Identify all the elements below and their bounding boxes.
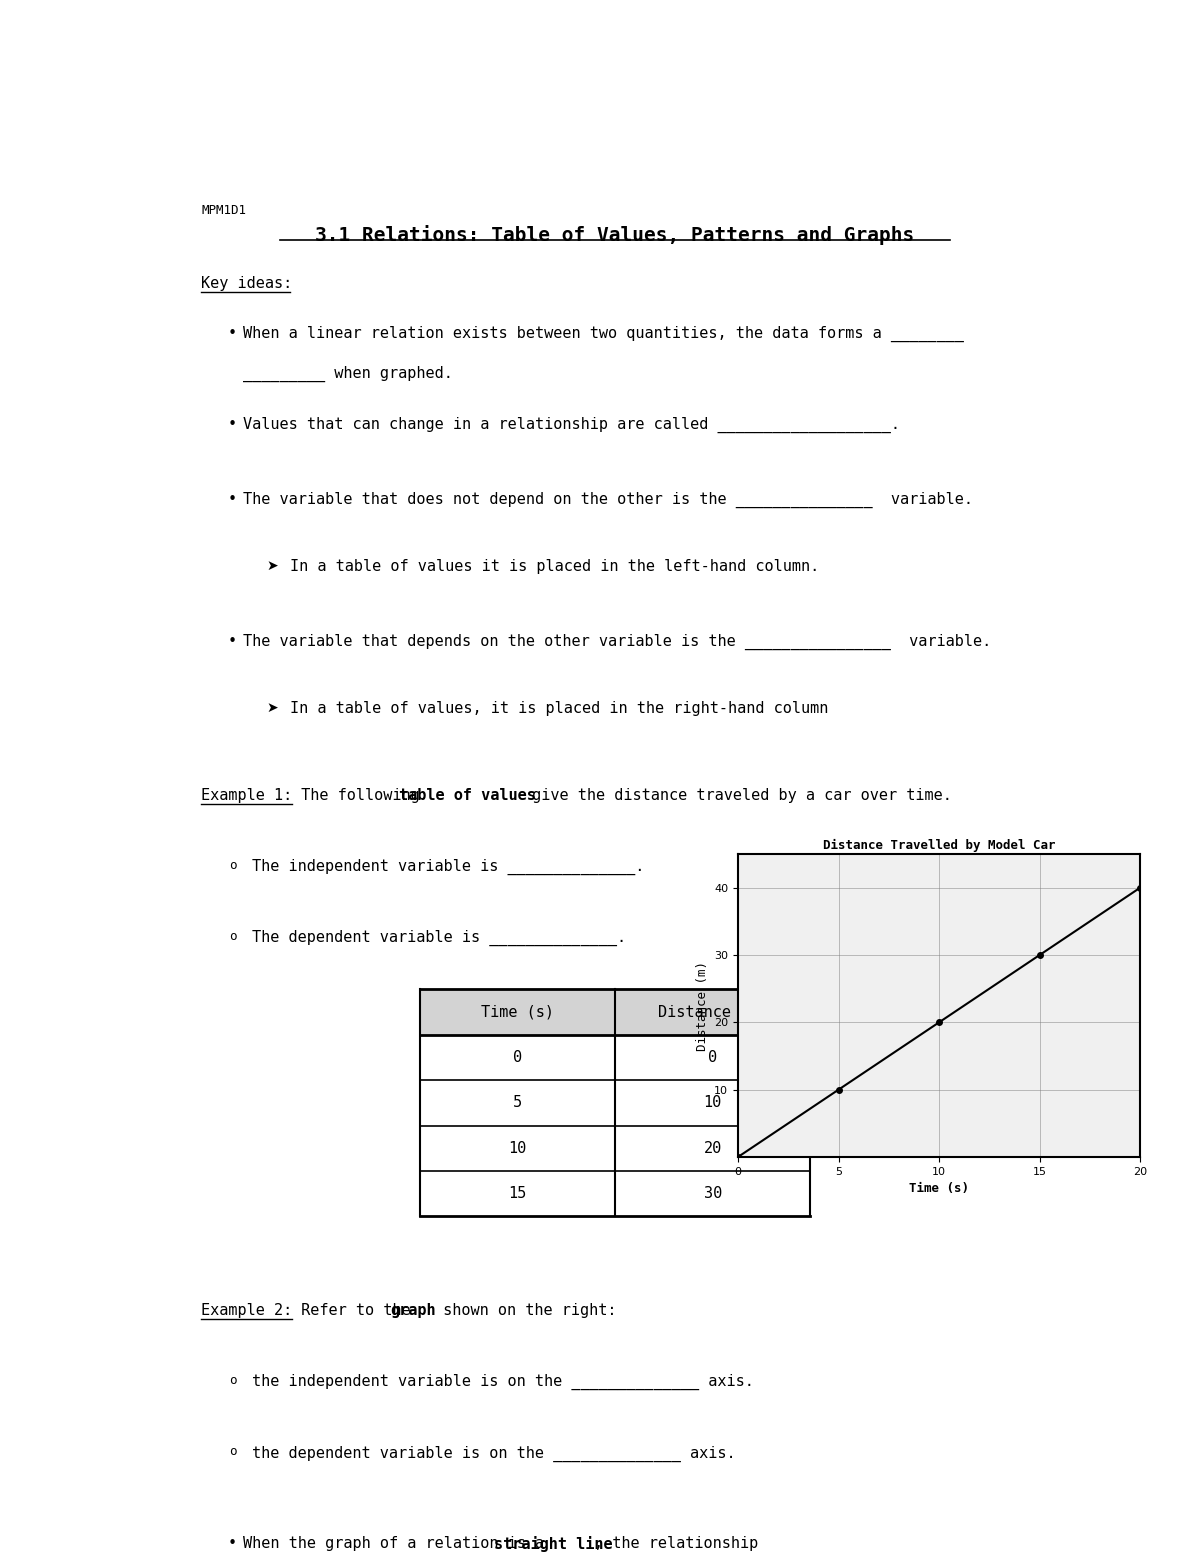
Text: Key ideas:: Key ideas: [202,276,293,290]
Text: •: • [227,634,236,649]
Text: 10: 10 [703,1095,721,1110]
Bar [420,989,810,1034]
Text: 30: 30 [703,1186,721,1200]
Text: •: • [227,492,236,506]
Text: Refer to the: Refer to the [293,1303,420,1318]
Text: straight line: straight line [494,1536,613,1551]
Text: o: o [229,1374,236,1387]
Text: the independent variable is on the ______________ axis.: the independent variable is on the _____… [252,1374,754,1390]
Text: •: • [227,1536,236,1551]
Text: 3.1 Relations: Table of Values, Patterns and Graphs: 3.1 Relations: Table of Values, Patterns… [316,225,914,245]
Text: _________ when graphed.: _________ when graphed. [242,365,452,382]
Text: The following: The following [293,787,430,803]
Text: The variable that depends on the other variable is the ________________  variabl: The variable that depends on the other v… [242,634,991,651]
Text: 20: 20 [703,1141,721,1155]
Text: the dependent variable is on the ______________ axis.: the dependent variable is on the _______… [252,1446,736,1461]
Text: In a table of values, it is placed in the right-hand column: In a table of values, it is placed in th… [289,700,828,716]
Text: give the distance traveled by a car over time.: give the distance traveled by a car over… [523,787,952,803]
Text: 15: 15 [509,1186,527,1200]
Title: Distance Travelled by Model Car: Distance Travelled by Model Car [823,839,1055,851]
Text: ➤: ➤ [266,700,278,714]
Text: 0: 0 [708,1050,718,1065]
Text: The dependent variable is ______________.: The dependent variable is ______________… [252,930,626,946]
Text: The variable that does not depend on the other is the _______________  variable.: The variable that does not depend on the… [242,492,973,508]
Text: table of values: table of values [400,787,536,803]
Text: 10: 10 [509,1141,527,1155]
Text: Values that can change in a relationship are called ___________________.: Values that can change in a relationship… [242,418,900,433]
Text: Example 2:: Example 2: [202,1303,293,1318]
Text: The independent variable is ______________.: The independent variable is ____________… [252,859,644,876]
Text: MPM1D1: MPM1D1 [202,205,246,217]
Text: In a table of values it is placed in the left-hand column.: In a table of values it is placed in the… [289,559,818,575]
Text: Example 1:: Example 1: [202,787,293,803]
Text: 5: 5 [512,1095,522,1110]
Text: o: o [229,930,236,943]
Text: •: • [227,418,236,432]
Text: , the relationship: , the relationship [594,1536,758,1551]
Text: •: • [227,326,236,342]
Text: ➤: ➤ [266,559,278,573]
X-axis label: Time (s): Time (s) [910,1182,970,1196]
Text: shown on the right:: shown on the right: [433,1303,616,1318]
Text: Distance (m): Distance (m) [658,1005,768,1019]
Text: graph: graph [390,1303,436,1318]
Text: When a linear relation exists between two quantities, the data forms a ________: When a linear relation exists between tw… [242,326,964,343]
Text: 0: 0 [512,1050,522,1065]
Text: Time (s): Time (s) [481,1005,554,1019]
Y-axis label: Distance (m): Distance (m) [696,961,708,1050]
Text: When the graph of a relation is a: When the graph of a relation is a [242,1536,553,1551]
Text: o: o [229,1446,236,1458]
Text: o: o [229,859,236,871]
